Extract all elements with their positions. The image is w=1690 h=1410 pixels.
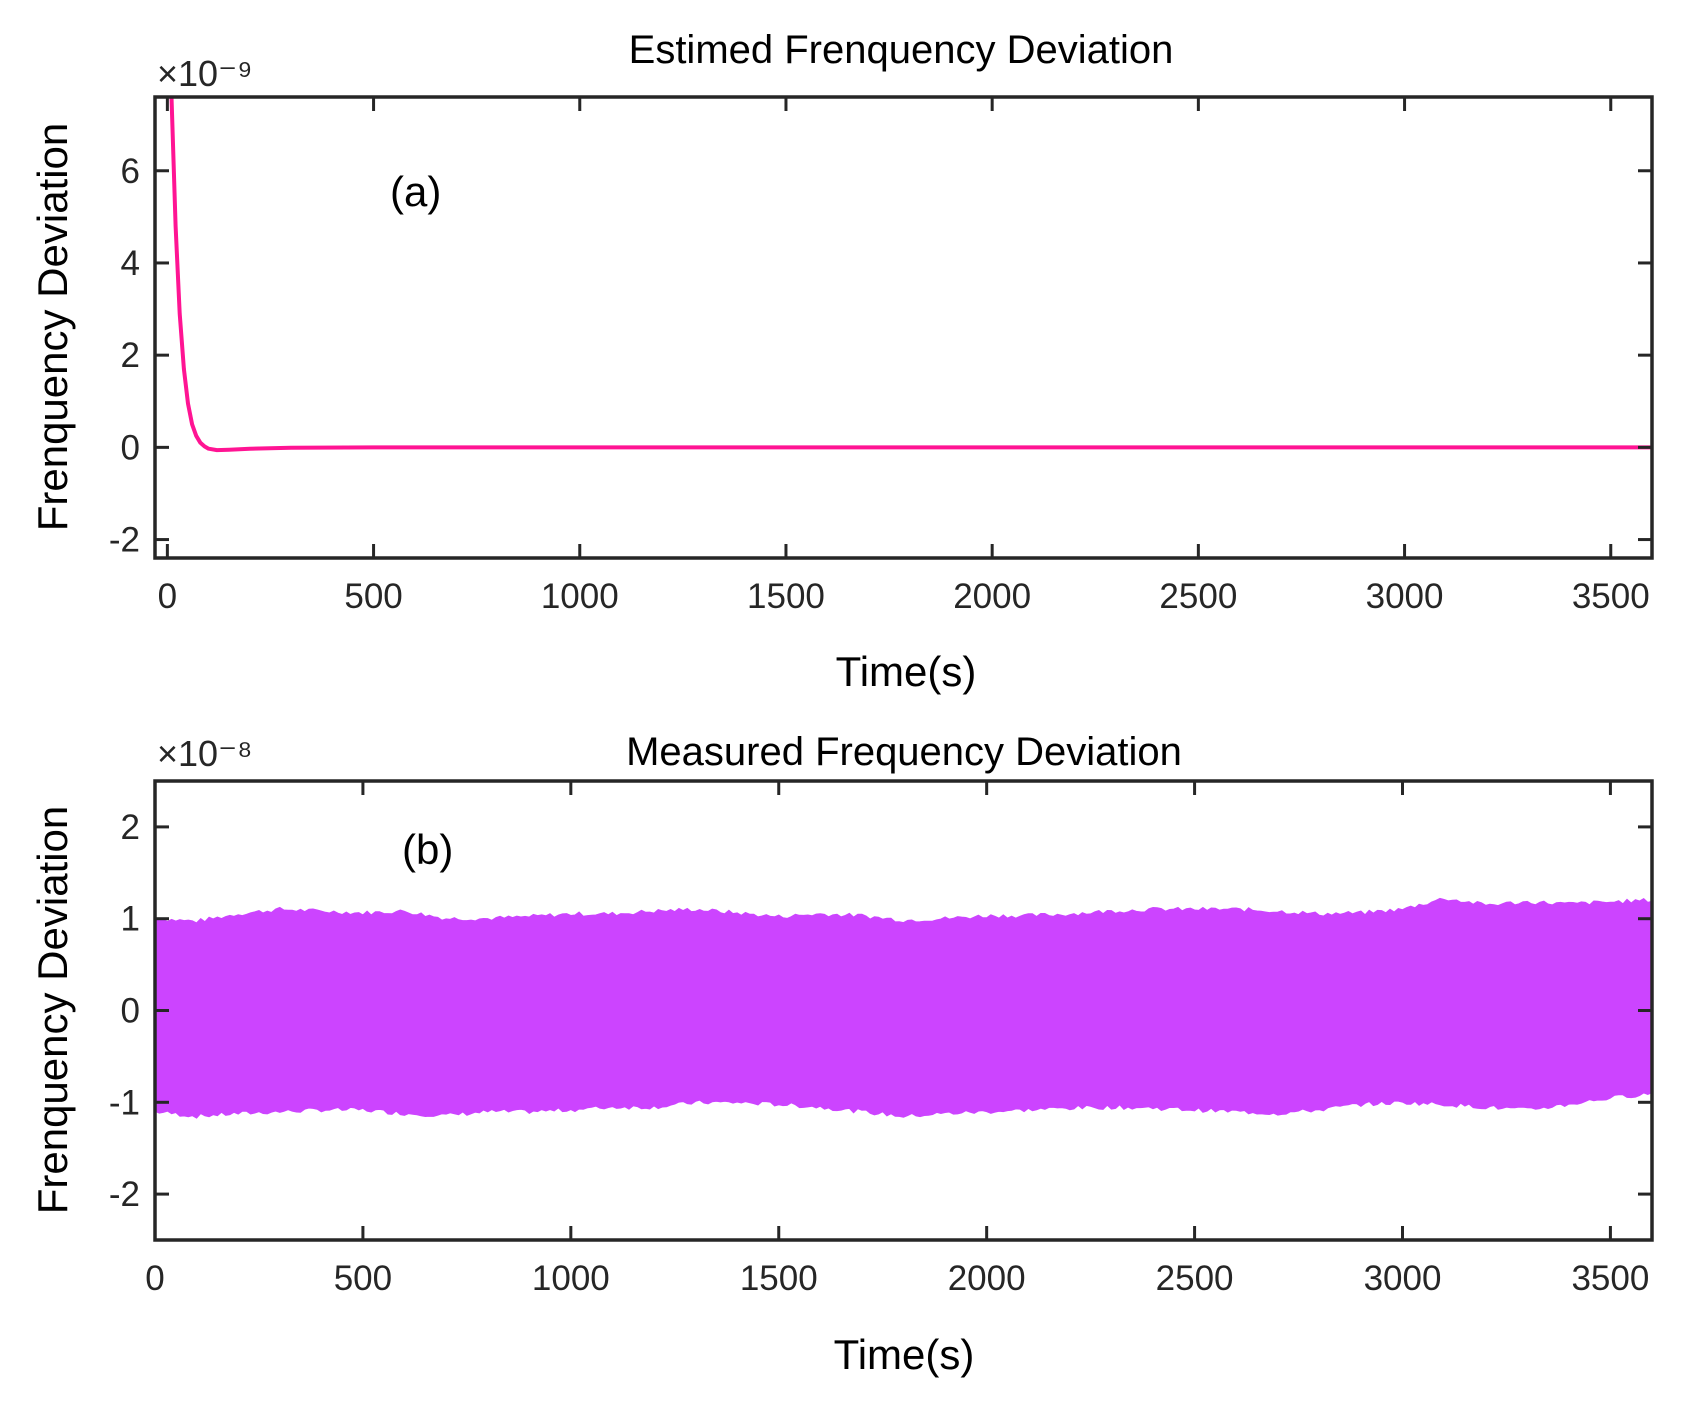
- y-exponent-b: ×10⁻⁸: [157, 733, 252, 774]
- x-tick-label-b: 3500: [1571, 1259, 1649, 1298]
- series-line-a-0: [169, 97, 1652, 453]
- y-tick-label-b: 0: [121, 992, 140, 1031]
- x-tick-label-b: 0: [145, 1259, 164, 1298]
- y-axis-label-a: Frenquency Deviation: [29, 123, 76, 532]
- ticks-a: 0 500 1000 1500 2000 2500 3000 3500 -2 0 2 4 6: [109, 97, 1652, 616]
- y-tick-label-b: -1: [109, 1083, 140, 1122]
- panel-a: Estimed Frenquency Deviation ×10⁻⁹ 0 500 1…: [29, 28, 1654, 695]
- series-group-a: [169, 97, 1652, 453]
- axes-frame-a: [153, 95, 1654, 560]
- y-tick-label-a: 2: [121, 336, 140, 375]
- x-tick-label-a: 1000: [541, 577, 619, 616]
- axes-frame-b: [153, 779, 1654, 1242]
- y-axis-label-b: Frenquency Deviation: [29, 806, 76, 1215]
- x-axis-label-b: Time(s): [834, 1331, 975, 1378]
- x-tick-label-a: 1500: [747, 577, 825, 616]
- ticks-b: 0 500 1000 1500 2000 2500 3000 3500 -2 -1 0 1 2: [109, 781, 1652, 1298]
- chart-title-a: Estimed Frenquency Deviation: [629, 28, 1174, 72]
- panel-label-a: (a): [390, 168, 441, 215]
- panel-label-b: (b): [402, 826, 453, 873]
- x-tick-label-a: 0: [158, 577, 177, 616]
- y-tick-label-b: 2: [121, 808, 140, 847]
- x-tick-label-a: 2500: [1159, 577, 1237, 616]
- y-tick-label-b: -2: [109, 1175, 140, 1214]
- x-tick-label-b: 1000: [532, 1259, 610, 1298]
- x-tick-label-a: 500: [344, 577, 402, 616]
- x-tick-label-b: 500: [334, 1259, 392, 1298]
- chart-title-b: Measured Frequency Deviation: [626, 730, 1182, 774]
- x-tick-label-b: 3000: [1364, 1259, 1442, 1298]
- x-tick-label-b: 1500: [740, 1259, 818, 1298]
- plot-area-a: [169, 97, 1652, 453]
- x-tick-label-a: 3000: [1366, 577, 1444, 616]
- panel-b: Measured Frequency Deviation ×10⁻⁸ 0 500 1…: [29, 730, 1654, 1378]
- x-axis-label-a: Time(s): [836, 648, 977, 695]
- series-band-b-0: [155, 897, 1652, 1119]
- y-exponent-a: ×10⁻⁹: [157, 53, 252, 94]
- y-tick-label-a: 6: [121, 152, 140, 191]
- y-tick-label-a: 4: [121, 244, 140, 283]
- y-tick-label-a: -2: [109, 521, 140, 560]
- x-tick-label-a: 2000: [953, 577, 1031, 616]
- x-tick-label-b: 2000: [948, 1259, 1026, 1298]
- plot-area-b: [155, 897, 1652, 1119]
- y-tick-label-a: 0: [121, 428, 140, 467]
- x-tick-label-b: 2500: [1156, 1259, 1234, 1298]
- series-group-b: [155, 897, 1652, 1119]
- x-tick-label-a: 3500: [1572, 577, 1650, 616]
- y-tick-label-b: 1: [121, 900, 140, 939]
